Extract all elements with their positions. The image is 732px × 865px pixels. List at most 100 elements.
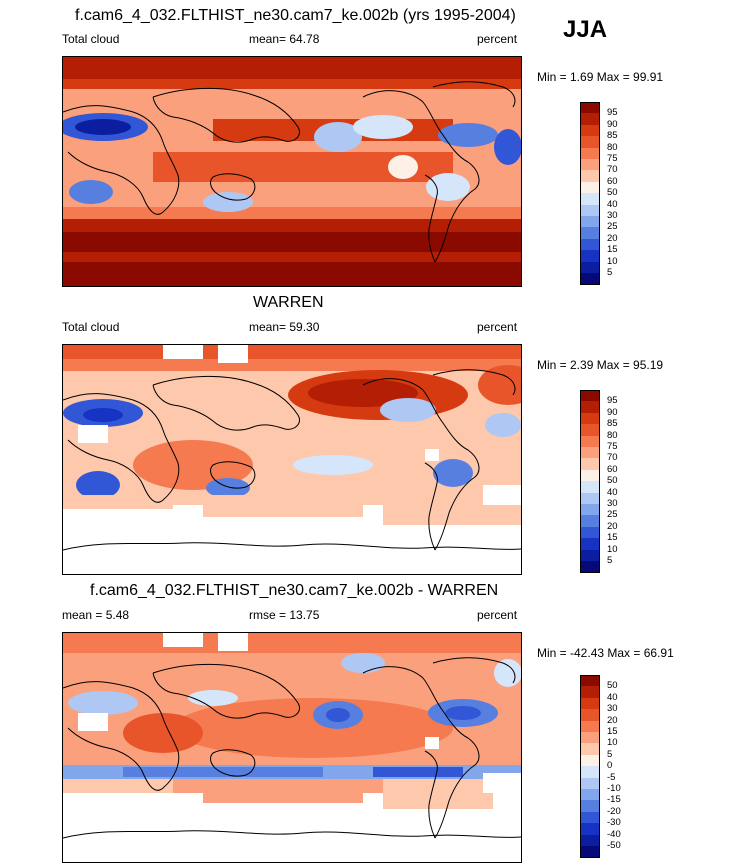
colorbar-swatch — [580, 102, 600, 114]
colorbar-tick-label: 80 — [607, 141, 618, 153]
colorbar-swatch — [580, 675, 600, 687]
colorbar-swatch — [580, 526, 600, 539]
colorbar-swatch — [580, 720, 600, 733]
colorbar-tick-label: 50 — [607, 187, 618, 199]
colorbar-swatch — [580, 697, 600, 710]
panel3-units-label: percent — [477, 608, 518, 622]
colorbar-tick-label: 5 — [607, 267, 613, 278]
colorbar-swatch — [580, 401, 600, 414]
colorbar-swatch — [580, 834, 600, 847]
colorbar-swatch — [580, 846, 600, 858]
colorbar-swatch — [580, 754, 600, 767]
panel1-map — [62, 56, 522, 287]
colorbar-tick-label: 5 — [607, 748, 613, 760]
colorbar-tick-label: -10 — [607, 783, 621, 794]
colorbar-tick-label: 75 — [607, 441, 618, 452]
colorbar-tick-label: 15 — [607, 532, 618, 544]
season-label: JJA — [563, 16, 608, 43]
colorbar-tick-label: 15 — [607, 244, 618, 256]
colorbar-tick-label: 95 — [607, 107, 618, 119]
colorbar-tick-label: 90 — [607, 406, 618, 418]
colorbar-swatch — [580, 170, 600, 183]
colorbar-swatch — [580, 181, 600, 194]
colorbar-tick-label: 15 — [607, 726, 618, 737]
colorbar-swatch — [580, 823, 600, 836]
colorbar-swatch — [580, 789, 600, 801]
panel3-title: f.cam6_4_032.FLTHIST_ne30.cam7_ke.002b -… — [90, 582, 499, 599]
colorbar-tick-label: 40 — [607, 486, 618, 498]
colorbar-swatch — [580, 492, 600, 505]
colorbar-swatch — [580, 216, 600, 228]
panel3-minmax: Min = -42.43 Max = 66.91 — [537, 646, 674, 660]
colorbar-swatch — [580, 811, 600, 824]
colorbar-swatch — [580, 136, 600, 149]
colorbar-tick-label: 40 — [607, 198, 618, 210]
colorbar-tick-label: 10 — [607, 543, 618, 555]
colorbar-tick-label: 50 — [607, 475, 618, 487]
panel1-mean-label: mean= 64.78 — [249, 32, 320, 46]
colorbar-swatch — [580, 250, 600, 263]
colorbar-swatch — [580, 227, 600, 240]
colorbar-swatch — [580, 273, 600, 285]
colorbar-swatch — [580, 561, 600, 573]
panel1-title: f.cam6_4_032.FLTHIST_ne30.cam7_ke.002b (… — [75, 7, 516, 24]
panel2-left-label: Total cloud — [62, 320, 120, 334]
colorbar-swatch — [580, 538, 600, 551]
colorbar-swatch — [580, 800, 600, 813]
colorbar-swatch — [580, 469, 600, 482]
colorbar-swatch — [580, 390, 600, 402]
colorbar-swatch — [580, 412, 600, 425]
colorbar-tick-label: -30 — [607, 817, 621, 829]
colorbar-tick-label: 60 — [607, 175, 618, 187]
colorbar-swatch — [580, 686, 600, 699]
colorbar-tick-label: 85 — [607, 130, 618, 142]
colorbar-tick-label: -15 — [607, 794, 621, 806]
colorbar-swatch — [580, 732, 600, 744]
colorbar-swatch — [580, 238, 600, 251]
colorbar-tick-label: 10 — [607, 737, 618, 749]
colorbar-swatch — [580, 549, 600, 562]
panel2-map — [62, 344, 522, 575]
colorbar-swatch — [580, 743, 600, 756]
colorbar-swatch — [580, 766, 600, 779]
panel2-units-label: percent — [477, 320, 518, 334]
colorbar-tick-label: 50 — [607, 680, 618, 692]
colorbar-swatch — [580, 159, 600, 171]
colorbar-swatch — [580, 113, 600, 126]
colorbar-swatch — [580, 124, 600, 137]
colorbar-tick-label: 30 — [607, 210, 618, 221]
colorbar-tick-label: 20 — [607, 714, 618, 726]
colorbar-swatch — [580, 193, 600, 206]
panel1-units-label: percent — [477, 32, 518, 46]
colorbar-tick-label: 80 — [607, 429, 618, 441]
panel1-left-label: Total cloud — [62, 32, 120, 46]
colorbar-swatch — [580, 261, 600, 274]
colorbar-tick-label: 5 — [607, 555, 613, 566]
colorbar-tick-label: 0 — [607, 760, 613, 772]
colorbar-tick-label: 30 — [607, 703, 618, 715]
colorbar-tick-label: 70 — [607, 164, 618, 176]
colorbar-tick-label: -40 — [607, 828, 621, 840]
panel2-title: WARREN — [253, 294, 324, 311]
colorbar-tick-label: -50 — [607, 840, 621, 851]
colorbar-tick-label: 75 — [607, 153, 618, 164]
panel1-minmax: Min = 1.69 Max = 99.91 — [537, 70, 664, 84]
colorbar-swatch — [580, 777, 600, 790]
colorbar-tick-label: 85 — [607, 418, 618, 430]
colorbar-tick-label: 10 — [607, 255, 618, 267]
colorbar-swatch — [580, 435, 600, 448]
colorbar-swatch — [580, 515, 600, 528]
colorbar-swatch — [580, 458, 600, 471]
colorbar-swatch — [580, 447, 600, 459]
colorbar-tick-label: -5 — [607, 771, 616, 783]
colorbar-tick-label: 40 — [607, 691, 618, 703]
colorbar-swatch — [580, 504, 600, 516]
colorbar-swatch — [580, 204, 600, 217]
panel3-mean-label: mean = 5.48 — [62, 608, 130, 622]
colorbar-tick-label: 60 — [607, 463, 618, 475]
colorbar-tick-label: 20 — [607, 520, 618, 532]
colorbar-swatch — [580, 481, 600, 494]
colorbar-tick-label: 20 — [607, 232, 618, 244]
colorbar-tick-label: 25 — [607, 509, 618, 521]
colorbar-swatch — [580, 424, 600, 437]
